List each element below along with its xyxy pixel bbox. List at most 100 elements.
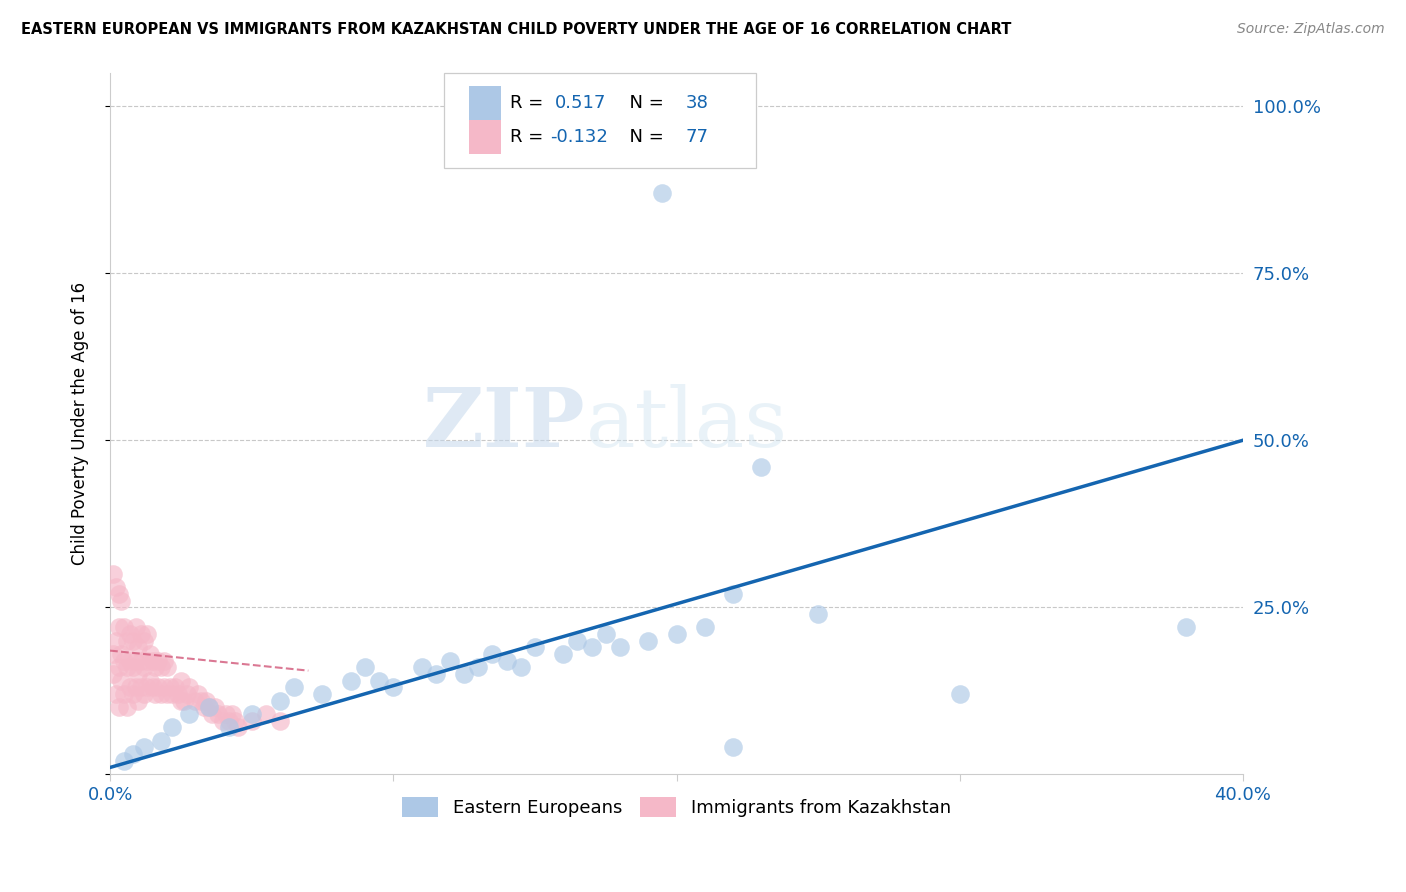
Point <box>170 694 193 708</box>
Point <box>129 654 152 668</box>
Point <box>269 694 291 708</box>
Point <box>129 627 152 641</box>
Point <box>127 640 149 655</box>
Point <box>101 566 124 581</box>
Text: -0.132: -0.132 <box>550 128 607 146</box>
Point <box>411 660 433 674</box>
Point <box>156 687 179 701</box>
Point <box>751 459 773 474</box>
Point <box>637 633 659 648</box>
Point <box>215 706 238 721</box>
Point <box>107 620 129 634</box>
Legend: Eastern Europeans, Immigrants from Kazakhstan: Eastern Europeans, Immigrants from Kazak… <box>395 789 957 825</box>
Point <box>173 694 195 708</box>
Point <box>198 700 221 714</box>
Text: 38: 38 <box>686 95 709 112</box>
Point <box>165 681 187 695</box>
Point <box>221 706 243 721</box>
Point <box>107 587 129 601</box>
Point <box>135 654 157 668</box>
Point <box>124 654 146 668</box>
Point <box>118 627 141 641</box>
Text: EASTERN EUROPEAN VS IMMIGRANTS FROM KAZAKHSTAN CHILD POVERTY UNDER THE AGE OF 16: EASTERN EUROPEAN VS IMMIGRANTS FROM KAZA… <box>21 22 1011 37</box>
Point <box>135 681 157 695</box>
Point <box>523 640 546 655</box>
Point <box>153 681 176 695</box>
Point <box>112 687 135 701</box>
Point <box>121 633 143 648</box>
FancyBboxPatch shape <box>470 87 501 120</box>
Point <box>159 681 181 695</box>
Point <box>150 733 173 747</box>
Point <box>138 647 160 661</box>
Point <box>118 681 141 695</box>
Point <box>156 660 179 674</box>
Point <box>148 654 170 668</box>
Point <box>104 580 127 594</box>
Text: Source: ZipAtlas.com: Source: ZipAtlas.com <box>1237 22 1385 37</box>
Point <box>651 186 673 201</box>
Point <box>101 667 124 681</box>
Point <box>107 700 129 714</box>
Point <box>382 681 405 695</box>
Point <box>553 647 575 661</box>
Point <box>145 687 167 701</box>
Point <box>240 714 263 728</box>
Y-axis label: Child Poverty Under the Age of 16: Child Poverty Under the Age of 16 <box>72 282 89 566</box>
Text: 0.517: 0.517 <box>555 95 606 112</box>
Point <box>269 714 291 728</box>
Point <box>127 667 149 681</box>
Point <box>340 673 363 688</box>
Point <box>439 654 461 668</box>
Point <box>176 687 198 701</box>
Point <box>112 654 135 668</box>
Point <box>132 633 155 648</box>
Text: R =: R = <box>510 128 548 146</box>
Point <box>115 660 138 674</box>
Point <box>283 681 305 695</box>
Point <box>112 754 135 768</box>
Point <box>665 627 688 641</box>
Point <box>481 647 503 661</box>
Point <box>193 700 215 714</box>
Point <box>121 747 143 761</box>
Point <box>121 687 143 701</box>
Point <box>201 706 224 721</box>
Point <box>121 660 143 674</box>
Text: atlas: atlas <box>586 384 787 464</box>
Point <box>195 694 218 708</box>
Point <box>190 694 212 708</box>
Point <box>145 660 167 674</box>
Point <box>425 667 447 681</box>
Point <box>609 640 631 655</box>
Point <box>150 660 173 674</box>
Point <box>127 694 149 708</box>
Point <box>104 687 127 701</box>
Point <box>467 660 489 674</box>
Point <box>112 620 135 634</box>
Point <box>224 714 246 728</box>
Point <box>198 700 221 714</box>
Point <box>226 720 249 734</box>
Point <box>142 681 165 695</box>
Point <box>721 587 744 601</box>
Point <box>170 673 193 688</box>
Point <box>693 620 716 634</box>
Point <box>132 660 155 674</box>
Point <box>218 720 240 734</box>
Point <box>218 714 240 728</box>
Point <box>124 620 146 634</box>
Point <box>581 640 603 655</box>
Point <box>110 647 132 661</box>
Point <box>142 654 165 668</box>
Point <box>132 687 155 701</box>
Point <box>150 687 173 701</box>
Point <box>129 681 152 695</box>
Point <box>311 687 333 701</box>
Point <box>368 673 391 688</box>
Text: 77: 77 <box>686 128 709 146</box>
Point <box>135 627 157 641</box>
Point <box>184 694 207 708</box>
Point <box>721 740 744 755</box>
Point <box>187 687 209 701</box>
